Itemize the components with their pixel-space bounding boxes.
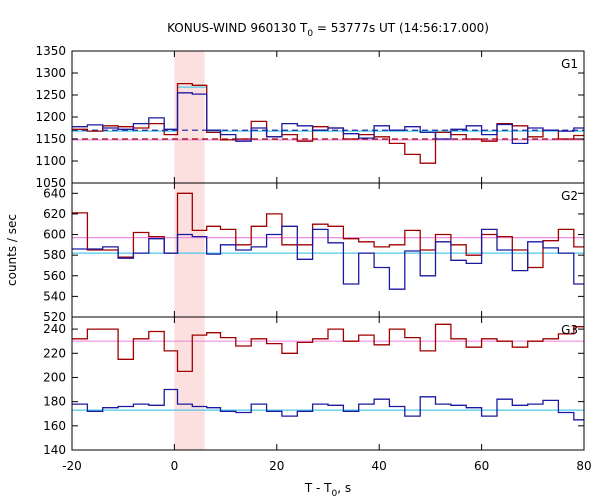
- y-tick-label-g3: 180: [43, 395, 66, 409]
- y-tick-label-g2: 580: [43, 248, 66, 262]
- y-tick-label-g3: 140: [43, 443, 66, 457]
- panel-label-g2: G2: [561, 189, 578, 203]
- x-tick-label: 20: [269, 459, 284, 473]
- series-line-g3-0: [72, 323, 584, 373]
- y-tick-label-g1: 1350: [35, 44, 66, 58]
- x-tick-label: 60: [474, 459, 489, 473]
- panel-label-g1: G1: [561, 57, 578, 71]
- x-tick-label: 80: [576, 459, 591, 473]
- y-tick-label-g3: 160: [43, 419, 66, 433]
- y-tick-label-g1: 1050: [35, 176, 66, 190]
- y-tick-label-g2: 640: [43, 186, 66, 200]
- y-tick-label-g1: 1300: [35, 66, 66, 80]
- y-tick-label-g3: 200: [43, 370, 66, 384]
- y-tick-label-g3: 240: [43, 322, 66, 336]
- y-tick-label-g2: 600: [43, 228, 66, 242]
- x-axis-label: T - T0, s: [304, 481, 351, 499]
- x-tick-label: -20: [62, 459, 82, 473]
- plot-layer: 1050110011501200125013001350G15205405605…: [35, 44, 591, 473]
- highlight-band-g3: [174, 317, 205, 450]
- panel-label-g3: G3: [561, 323, 578, 337]
- y-tick-label-g1: 1250: [35, 88, 66, 102]
- y-tick-label-g1: 1100: [35, 154, 66, 168]
- y-tick-label-g2: 620: [43, 207, 66, 221]
- y-tick-label-g3: 220: [43, 346, 66, 360]
- x-tick-label: 0: [171, 459, 179, 473]
- highlight-band-g2: [174, 183, 205, 317]
- panel-g2: 520 540 560 580 600 620 640 G2: [43, 182, 585, 324]
- highlight-band-g1: [174, 51, 205, 183]
- y-axis-label: counts / sec: [5, 214, 19, 286]
- y-tick-label-g2: 520: [43, 310, 66, 324]
- y-tick-label-g1: 1150: [35, 132, 66, 146]
- y-tick-label-g2: 560: [43, 269, 66, 283]
- panel-g3: 140 160 180 200 220 240 G3: [43, 316, 585, 457]
- y-tick-label-g1: 1200: [35, 110, 66, 124]
- panel-g1: 1050 1100 1150 1200 1250 1300 1350 G1: [35, 44, 585, 190]
- panel-frame-g1: [71, 50, 585, 184]
- chart-title: KONUS-WIND 960130 T0 = 53777s UT (14:56:…: [167, 21, 489, 39]
- y-tick-label-g2: 540: [43, 289, 66, 303]
- panel-frame-g3: [71, 316, 585, 451]
- series-line-g2-1: [72, 225, 584, 290]
- series-line-g1-1: [72, 92, 584, 145]
- series-line-g3-1: [72, 388, 584, 421]
- x-tick-label: 40: [372, 459, 387, 473]
